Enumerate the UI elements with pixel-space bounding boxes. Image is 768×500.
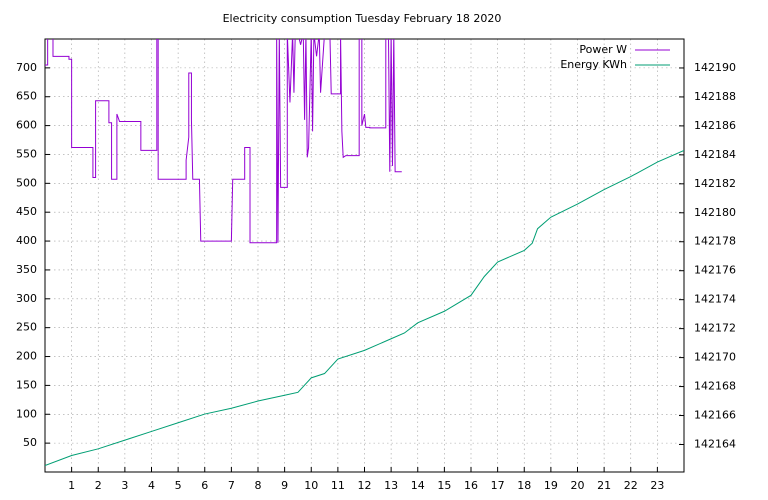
y2-tick-label: 142176 bbox=[694, 264, 736, 277]
x-tick-label: 14 bbox=[411, 479, 425, 492]
y2-tick-label: 142178 bbox=[694, 235, 736, 248]
x-tick-label: 21 bbox=[597, 479, 611, 492]
x-tick-label: 20 bbox=[571, 479, 585, 492]
y-tick-label: 350 bbox=[16, 263, 37, 276]
y2-tick-label: 142190 bbox=[694, 61, 736, 74]
y-tick-label: 550 bbox=[16, 147, 37, 160]
y-tick-label: 150 bbox=[16, 378, 37, 391]
y2-tick-label: 142186 bbox=[694, 119, 736, 132]
plot-border bbox=[44, 38, 685, 473]
line-series bbox=[45, 39, 402, 244]
legend-label: Energy KWh bbox=[560, 58, 627, 71]
x-tick-label: 3 bbox=[121, 479, 128, 492]
line-series bbox=[45, 150, 684, 466]
x-tick-label: 23 bbox=[650, 479, 664, 492]
y-tick-label: 700 bbox=[16, 61, 37, 74]
y2-tick-label: 142188 bbox=[694, 90, 736, 103]
y2-tick-label: 142174 bbox=[694, 293, 736, 306]
x-tick-label: 6 bbox=[201, 479, 208, 492]
y-tick-label: 250 bbox=[16, 321, 37, 334]
x-tick-label: 5 bbox=[175, 479, 182, 492]
plot-area bbox=[45, 39, 684, 466]
y2-tick-label: 142184 bbox=[694, 148, 736, 161]
y-tick-label: 100 bbox=[16, 407, 37, 420]
chart-title: Electricity consumption Tuesday February… bbox=[223, 12, 502, 25]
y-tick-label: 50 bbox=[23, 436, 37, 449]
x-tick-label: 16 bbox=[464, 479, 478, 492]
x-tick-label: 9 bbox=[281, 479, 288, 492]
y2-tick-label: 142168 bbox=[694, 380, 736, 393]
y-tick-label: 400 bbox=[16, 234, 37, 247]
legend-label: Power W bbox=[579, 43, 627, 56]
y-tick-label: 300 bbox=[16, 292, 37, 305]
y-tick-label: 450 bbox=[16, 205, 37, 218]
x-tick-label: 2 bbox=[95, 479, 102, 492]
x-tick-label: 11 bbox=[331, 479, 345, 492]
y-tick-label: 600 bbox=[16, 119, 37, 132]
x-tick-label: 13 bbox=[384, 479, 398, 492]
x-tick-label: 17 bbox=[491, 479, 505, 492]
y2-tick-label: 142170 bbox=[694, 351, 736, 364]
x-tick-label: 19 bbox=[544, 479, 558, 492]
y2-tick-label: 142166 bbox=[694, 409, 736, 422]
x-tick-label: 8 bbox=[255, 479, 262, 492]
x-tick-label: 10 bbox=[304, 479, 318, 492]
y2-tick-label: 142180 bbox=[694, 206, 736, 219]
x-tick-label: 1 bbox=[68, 479, 75, 492]
x-tick-label: 4 bbox=[148, 479, 155, 492]
x-tick-label: 18 bbox=[517, 479, 531, 492]
x-tick-label: 7 bbox=[228, 479, 235, 492]
y-tick-label: 650 bbox=[16, 90, 37, 103]
y2-tick-label: 142164 bbox=[694, 437, 736, 450]
y-tick-label: 500 bbox=[16, 176, 37, 189]
x-tick-label: 22 bbox=[624, 479, 638, 492]
y-tick-label: 200 bbox=[16, 350, 37, 363]
y2-tick-label: 142172 bbox=[694, 322, 736, 335]
x-tick-label: 12 bbox=[358, 479, 372, 492]
x-tick-label: 15 bbox=[437, 479, 451, 492]
y2-tick-label: 142182 bbox=[694, 177, 736, 190]
